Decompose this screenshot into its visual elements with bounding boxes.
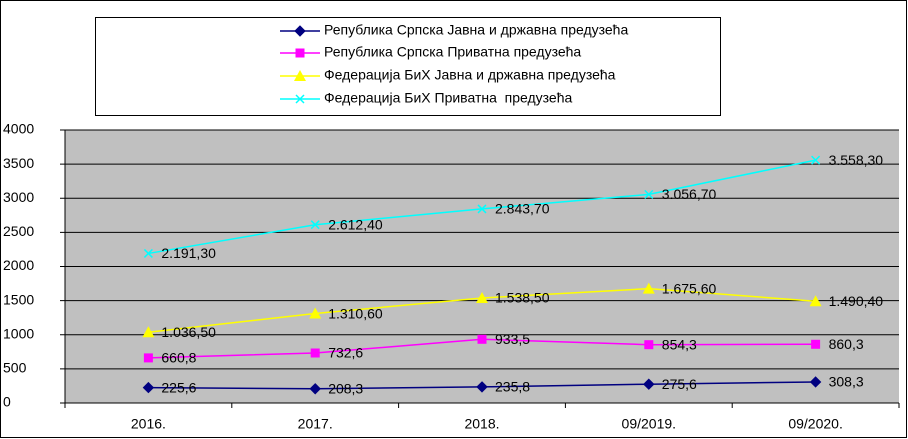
y-tick-label: 1000 <box>3 325 34 341</box>
legend-label: Република Српска Приватна предузећа <box>324 44 581 60</box>
data-point <box>644 189 654 199</box>
x-tick-label: 2018. <box>464 416 499 432</box>
data-label: 1.538,50 <box>495 290 550 306</box>
data-point <box>477 204 487 214</box>
y-tick-label: 500 <box>3 360 27 376</box>
data-point <box>476 291 488 303</box>
data-point <box>643 378 655 390</box>
legend-label: Федерација БиХ Јавна и државна предузећа <box>324 67 616 83</box>
data-label: 208,3 <box>328 380 363 396</box>
data-label: 225,6 <box>161 379 196 395</box>
data-point <box>811 339 821 349</box>
data-label: 2.612,40 <box>328 216 383 232</box>
data-label: 235,8 <box>495 379 530 395</box>
x-tick-label: 2016. <box>131 416 166 432</box>
data-label: 3.056,70 <box>662 186 717 202</box>
data-point <box>143 248 153 258</box>
data-point <box>477 334 487 344</box>
x-tick-label: 2017. <box>298 416 333 432</box>
data-label: 3.558,30 <box>829 152 884 168</box>
data-point <box>809 376 822 388</box>
data-point <box>476 381 488 393</box>
data-label: 2.843,70 <box>495 201 550 217</box>
data-point <box>809 295 822 307</box>
data-label: 2.191,30 <box>161 245 216 261</box>
legend-marker <box>295 94 305 104</box>
legend-marker <box>295 48 305 58</box>
legend-marker <box>294 25 306 37</box>
y-tick-label: 0 <box>3 394 11 410</box>
legend-label: Република Српска Јавна и државна предузе… <box>324 22 628 38</box>
legend-marker <box>294 70 306 81</box>
data-label: 854,3 <box>662 336 697 352</box>
y-tick-label: 1500 <box>3 291 34 307</box>
x-tick-label: 09/2020. <box>788 416 843 432</box>
legend <box>95 17 721 116</box>
data-point <box>143 353 153 363</box>
data-point <box>309 383 321 395</box>
data-label: 275,6 <box>662 376 697 392</box>
data-label: 933,5 <box>495 331 530 347</box>
data-point <box>309 307 322 319</box>
data-label: 1.490,40 <box>829 293 884 309</box>
data-point <box>642 282 655 294</box>
y-tick-label: 2000 <box>3 257 34 273</box>
data-label: 1.310,60 <box>328 305 383 321</box>
data-point <box>310 348 320 358</box>
data-label: 1.036,50 <box>161 324 216 340</box>
x-tick-label: 09/2019. <box>622 416 677 432</box>
data-label: 860,3 <box>829 336 864 352</box>
y-tick-label: 2500 <box>3 223 34 239</box>
y-tick-label: 4000 <box>3 121 34 137</box>
data-label: 732,6 <box>328 345 363 361</box>
data-point <box>310 220 320 230</box>
data-label: 1.675,60 <box>662 280 717 296</box>
data-point <box>142 326 155 338</box>
data-point <box>811 155 821 165</box>
data-label: 308,3 <box>829 374 864 390</box>
y-tick-label: 3500 <box>3 155 34 171</box>
data-point <box>644 340 654 350</box>
y-tick-label: 3000 <box>3 189 34 205</box>
data-point <box>142 381 155 394</box>
data-label: 660,8 <box>161 350 196 366</box>
legend-label: Федерација БиХ Приватна предузећа <box>324 90 572 106</box>
